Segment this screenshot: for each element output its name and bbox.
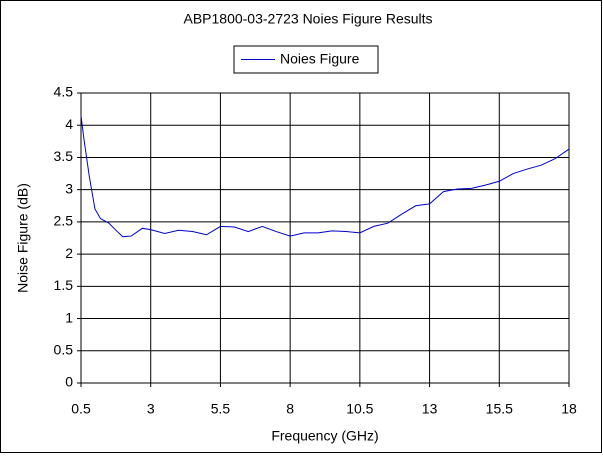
legend-label: Noies Figure bbox=[280, 51, 360, 67]
x-tick-label: 10.5 bbox=[346, 401, 373, 417]
y-tick-label: 4.5 bbox=[54, 84, 74, 100]
y-tick-label: 3.5 bbox=[54, 148, 74, 164]
x-tick-label: 18 bbox=[561, 401, 577, 417]
x-tick-label: 13 bbox=[422, 401, 438, 417]
x-tick-label: 3 bbox=[147, 401, 155, 417]
x-tick-label: 8 bbox=[286, 401, 294, 417]
y-tick-label: 1.5 bbox=[54, 277, 74, 293]
y-tick-label: 0 bbox=[65, 374, 73, 390]
y-tick-label: 2 bbox=[65, 245, 73, 261]
y-tick-label: 0.5 bbox=[54, 341, 74, 357]
chart-title: ABP1800-03-2723 Noies Figure Results bbox=[183, 11, 432, 27]
plot-frame bbox=[80, 92, 570, 384]
x-tick-label: 0.5 bbox=[71, 401, 91, 417]
y-tick-label: 3 bbox=[65, 180, 73, 196]
y-tick-label: 2.5 bbox=[54, 213, 74, 229]
y-tick-label: 1 bbox=[65, 309, 73, 325]
x-tick-label: 5.5 bbox=[211, 401, 231, 417]
x-tick-label: 15.5 bbox=[486, 401, 513, 417]
y-axis-label: Noise Figure (dB) bbox=[15, 183, 31, 293]
y-tick-label: 4 bbox=[65, 116, 73, 132]
data-line bbox=[80, 115, 570, 238]
x-axis-label: Frequency (GHz) bbox=[271, 428, 378, 444]
